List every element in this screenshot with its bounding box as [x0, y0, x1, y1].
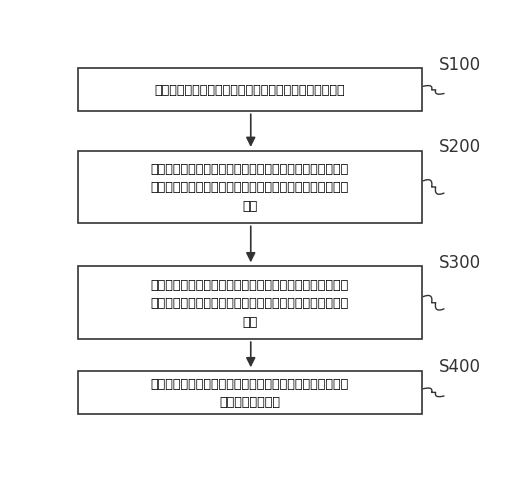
Text: S100: S100: [438, 56, 480, 74]
Text: 基于所述第一图像中待称量物体放置在载物台上的位置确定
实际位置与目标位置的偏离度，以实际偏离度设置第一修正
系数: 基于所述第一图像中待称量物体放置在载物台上的位置确定 实际位置与目标位置的偏离度…: [151, 163, 349, 212]
Text: S200: S200: [438, 138, 480, 156]
FancyBboxPatch shape: [78, 371, 422, 414]
FancyBboxPatch shape: [78, 267, 422, 339]
FancyBboxPatch shape: [78, 69, 422, 112]
Text: 将所述第一修正值作为待显示值进行显示，所述待显示值为
待测量物体的重量: 将所述第一修正值作为待显示值进行显示，所述待显示值为 待测量物体的重量: [151, 377, 349, 408]
Text: S400: S400: [438, 358, 480, 376]
Text: 利用监控装置实时获取待称量物体在载物台上的第一图像: 利用监控装置实时获取待称量物体在载物台上的第一图像: [154, 84, 345, 97]
FancyBboxPatch shape: [78, 151, 422, 224]
Text: 在通过转换单元对载物台上的传感器阵列的实际信号进行转
换时，利用第一修正系数对实际信号进行修正，获取第一修
正值: 在通过转换单元对载物台上的传感器阵列的实际信号进行转 换时，利用第一修正系数对实…: [151, 278, 349, 328]
Text: S300: S300: [438, 253, 480, 272]
